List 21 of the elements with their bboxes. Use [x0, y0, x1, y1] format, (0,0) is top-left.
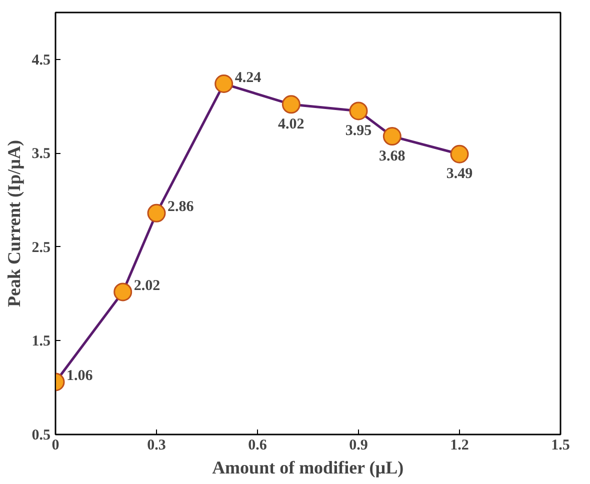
y-tick-label: 2.5	[32, 240, 50, 256]
y-axis-title: Peak Current (Ip/µA)	[4, 140, 24, 308]
x-tick-label: 0.9	[349, 438, 368, 454]
data-label: 2.86	[168, 199, 194, 216]
y-tick-label: 1.5	[32, 334, 50, 350]
y-tick-label: 0.5	[32, 428, 50, 444]
data-label: 3.95	[345, 122, 372, 139]
x-tick-label: 1.5	[551, 438, 570, 454]
y-tick-label: 4.5	[32, 52, 50, 68]
x-tick-label: 1.2	[450, 438, 469, 454]
data-label: 1.06	[66, 368, 94, 384]
data-label: 2.02	[134, 278, 160, 294]
x-axis-title: Amount of modifier (µL)	[212, 458, 404, 478]
y-tick-label: 3.5	[32, 146, 50, 162]
data-label: 4.24	[234, 70, 262, 86]
data-label: 4.02	[278, 116, 304, 132]
data-label: 3.49	[446, 166, 473, 182]
x-tick-label: 0.3	[147, 438, 166, 454]
x-tick-label: 0.6	[248, 438, 268, 454]
data-label: 3.68	[379, 148, 406, 164]
x-tick-label: 0	[52, 438, 60, 454]
